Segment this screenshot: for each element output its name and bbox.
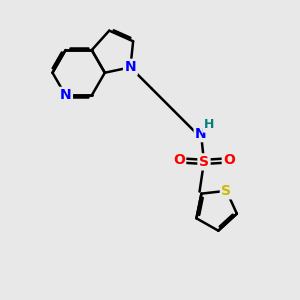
Text: O: O xyxy=(173,153,185,167)
Text: S: S xyxy=(221,184,231,198)
Text: N: N xyxy=(195,127,207,141)
Text: N: N xyxy=(60,88,71,102)
Text: H: H xyxy=(204,118,214,131)
Text: O: O xyxy=(223,153,235,167)
Text: S: S xyxy=(199,155,209,169)
Text: N: N xyxy=(124,60,136,74)
